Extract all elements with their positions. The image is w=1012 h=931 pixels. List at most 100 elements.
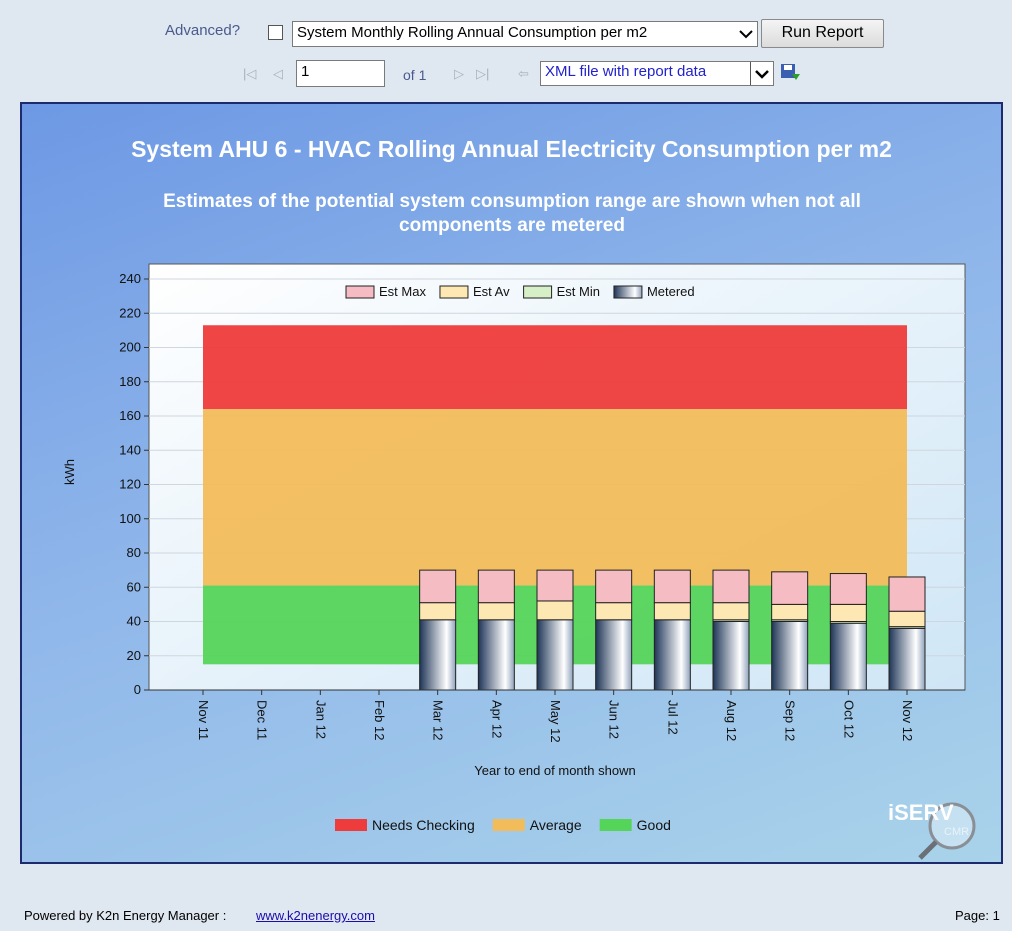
y-tick-label: 180	[119, 374, 141, 389]
legend-swatch	[345, 285, 375, 299]
export-select-text: XML file with report data	[545, 63, 707, 80]
bar-segment	[888, 627, 926, 691]
logo-sub: CMR	[944, 826, 969, 838]
logo-lens	[928, 802, 976, 850]
legend-label: Average	[530, 817, 582, 833]
advanced-label: Advanced?	[165, 22, 241, 39]
legend-swatch	[335, 819, 367, 831]
back-icon[interactable]: ⇦	[518, 66, 529, 81]
bar-segment	[536, 600, 574, 621]
x-tick-label: Dec 11	[255, 700, 270, 740]
legend-label: Est Av	[473, 284, 510, 299]
page-number: Page: 1	[955, 908, 1000, 923]
legend-label: Needs Checking	[372, 817, 475, 833]
x-tick-label: Feb 12	[372, 700, 387, 740]
bar-segment	[595, 619, 633, 691]
first-page-icon[interactable]: |◁	[243, 66, 257, 81]
x-tick-label: Jul 12	[665, 700, 680, 735]
page-input[interactable]: 1	[296, 60, 385, 87]
band	[203, 325, 907, 410]
bar-segment	[536, 569, 574, 602]
y-tick-label: 0	[134, 682, 141, 697]
dropdown-arrow	[735, 22, 757, 46]
run-report-button[interactable]: Run Report	[761, 19, 884, 48]
x-axis-label: Year to end of month shown	[474, 763, 635, 778]
bar-segment	[771, 621, 809, 691]
bar-segment	[653, 602, 691, 621]
bar-segment	[477, 569, 515, 604]
bar-segment	[829, 622, 867, 691]
chart-subtitle: Estimates of the potential system consum…	[163, 191, 861, 236]
report-select[interactable]: System Monthly Rolling Annual Consumptio…	[292, 21, 758, 47]
legend-label: Est Max	[379, 284, 426, 299]
x-tick-label: Oct 12	[841, 700, 856, 738]
y-tick-label: 220	[119, 305, 141, 320]
bar-segment	[712, 569, 750, 604]
x-tick-label: Jun 12	[607, 700, 622, 739]
bar-segment	[653, 619, 691, 691]
dropdown-arrow	[750, 62, 773, 85]
x-tick-label: Apr 12	[489, 700, 504, 738]
legend-swatch	[439, 285, 469, 299]
bar-segment	[595, 602, 633, 621]
legend-label: Metered	[647, 284, 695, 299]
bar-segment	[477, 619, 515, 691]
bar-segment	[419, 619, 457, 691]
x-tick-label: Nov 12	[900, 700, 915, 741]
export-select[interactable]: XML file with report data	[540, 61, 774, 86]
y-tick-label: 60	[127, 579, 141, 594]
legend-label: Est Min	[557, 284, 600, 299]
save-icon[interactable]	[780, 62, 802, 82]
page-of: of 1	[403, 67, 427, 83]
advanced-checkbox[interactable]	[268, 25, 283, 40]
bar-segment	[829, 603, 867, 622]
y-tick-label: 160	[119, 408, 141, 423]
bar-segment	[653, 569, 691, 604]
bar-segment	[771, 571, 809, 605]
prev-page-icon[interactable]: ◁	[273, 66, 283, 81]
bar-segment	[888, 610, 926, 628]
y-axis-label: kWh	[62, 459, 77, 485]
band	[203, 409, 907, 586]
y-tick-label: 120	[119, 477, 141, 492]
y-tick-label: 80	[127, 545, 141, 560]
y-tick-label: 100	[119, 511, 141, 526]
legend-swatch	[613, 285, 643, 299]
x-tick-label: Jan 12	[313, 700, 328, 739]
bar-segment	[536, 619, 574, 691]
bar-segment	[477, 602, 515, 621]
logo-handle	[918, 840, 938, 860]
chart-panel: 0 20 40 60 80 100 120 140 160 180 200 220 240 Nov 11 D…	[20, 102, 1003, 864]
bar-segment	[888, 576, 926, 612]
x-tick-label: May 12	[548, 700, 563, 743]
y-tick-label: 200	[119, 340, 141, 355]
next-page-icon[interactable]: ▷	[454, 66, 464, 81]
bar-segment	[712, 602, 750, 621]
legend-label: Good	[637, 817, 671, 833]
legend-swatch	[492, 819, 525, 831]
bar-segment	[771, 603, 809, 621]
x-tick-label: Aug 12	[724, 700, 739, 741]
bar-segment	[829, 573, 867, 605]
bar-segment	[712, 621, 750, 691]
bar-segment	[419, 602, 457, 621]
chart-title: System AHU 6 - HVAC Rolling Annual Elect…	[131, 136, 892, 162]
logo-text: iSERV	[888, 800, 954, 825]
powered-by: Powered by K2n Energy Manager :	[24, 908, 227, 923]
chart: 0 20 40 60 80 100 120 140 160 180 200 220 240 Nov 11 D…	[62, 263, 976, 860]
last-page-icon[interactable]: ▷|	[476, 66, 490, 81]
legend-swatch	[599, 819, 632, 831]
legend-swatch	[523, 285, 553, 299]
y-tick-label: 40	[127, 614, 141, 629]
y-tick-label: 140	[119, 442, 141, 457]
y-tick-label: 20	[127, 648, 141, 663]
x-tick-label: Sep 12	[783, 700, 798, 741]
x-tick-label: Mar 12	[431, 700, 446, 740]
report-select-text: System Monthly Rolling Annual Consumptio…	[297, 24, 648, 41]
footer-link[interactable]: www.k2nenergy.com	[256, 908, 375, 923]
bar-segment	[419, 569, 457, 604]
x-tick-label: Nov 11	[196, 700, 211, 740]
bar-segment	[595, 569, 633, 604]
y-tick-label: 240	[119, 271, 141, 286]
